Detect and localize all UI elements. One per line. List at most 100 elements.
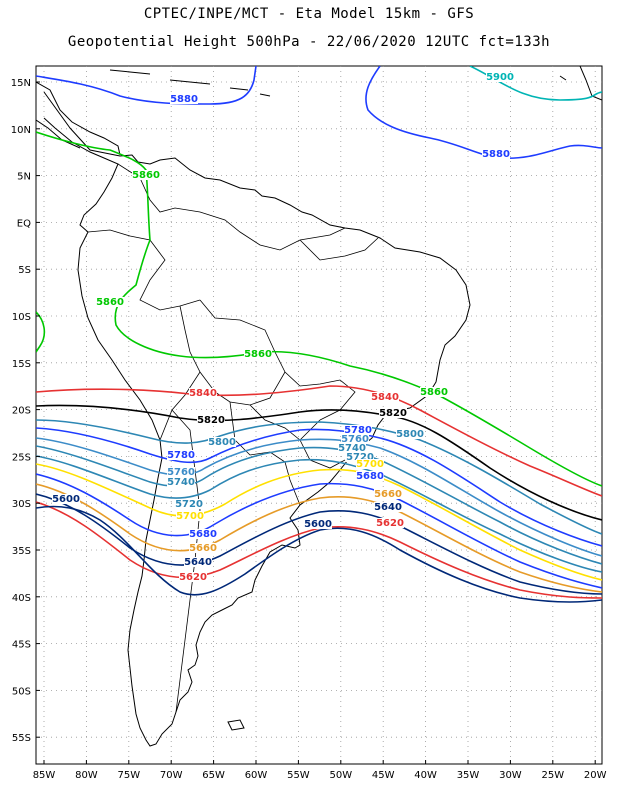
lat-label: 5N (17, 172, 31, 183)
contour-label-5820: 5820 (379, 408, 407, 419)
contour-label-5780: 5780 (167, 450, 195, 461)
contour-label-5600: 5600 (304, 519, 332, 530)
contour-label-bg (52, 494, 80, 504)
lon-label: 45W (372, 770, 395, 781)
contour-label-5900: 5900 (486, 72, 514, 83)
lon-label: 75W (117, 770, 140, 781)
contour-label-bg (346, 452, 374, 462)
contour-label-5720: 5720 (175, 499, 203, 510)
contour-label-bg (244, 349, 272, 359)
lat-label: 55S (12, 733, 31, 744)
contour-label-bg (189, 543, 217, 553)
contour-label-5600: 5600 (52, 494, 80, 505)
contour-label-bg (338, 443, 366, 453)
central-america-coastline (36, 81, 121, 156)
contour-5760 (36, 437, 602, 557)
lon-label: 60W (245, 770, 268, 781)
africa-coastline (579, 66, 602, 101)
lat-label: 30S (12, 499, 31, 510)
lon-label: 25W (541, 770, 564, 781)
lon-label: 30W (499, 770, 522, 781)
contour-label-5820: 5820 (197, 415, 225, 426)
map-title-line-2: Geopotential Height 500hPa - 22/06/2020 … (67, 34, 551, 50)
contour-label-5620: 5620 (179, 572, 207, 583)
contour-label-bg (170, 94, 198, 104)
contour-label-5700: 5700 (356, 459, 384, 470)
lat-label: 45S (12, 640, 31, 651)
contour-label-bg (167, 467, 195, 477)
contour-label-5840: 5840 (189, 388, 217, 399)
contour-label-5880: 5880 (482, 149, 510, 160)
contour-label-bg (167, 450, 195, 460)
lat-label: EQ (17, 218, 31, 229)
contour-label-5840: 5840 (371, 392, 399, 403)
falkland-islands (227, 719, 245, 731)
contour-label-5620: 5620 (376, 518, 404, 529)
contour-label-bg (208, 437, 236, 447)
lat-label: 20S (12, 406, 31, 417)
contour-label-bg (304, 519, 332, 529)
contour-label-5680: 5680 (189, 529, 217, 540)
contour-label-5720: 5720 (346, 452, 374, 463)
contour-label-bg (379, 408, 407, 418)
contour-5840 (36, 385, 602, 497)
contour-label-bg (175, 499, 203, 509)
contour-label-5640: 5640 (374, 502, 402, 513)
contour-5860 (36, 131, 602, 487)
contour-label-bg (356, 459, 384, 469)
contour-5740 (36, 445, 602, 565)
map-title-line-1: CPTEC/INPE/MCT - Eta Model 15km - GFS (143, 6, 475, 22)
contour-label-5680: 5680 (356, 471, 384, 482)
contour-label-5780: 5780 (344, 425, 372, 436)
coastlines (36, 66, 602, 747)
contour-label-bg (420, 387, 448, 397)
contour-label-bg (356, 471, 384, 481)
contour-5880 (36, 66, 602, 160)
lon-label: 85W (33, 770, 56, 781)
contour-label-bg (176, 511, 204, 521)
contour-label-5740: 5740 (338, 443, 366, 454)
contour-label-bg (197, 415, 225, 425)
contour-label-bg (132, 170, 160, 180)
contour-label-5860: 5860 (132, 170, 160, 181)
lon-label: 20W (584, 770, 607, 781)
contour-label-bg (396, 429, 424, 439)
height-contours (36, 66, 602, 603)
lon-label: 80W (75, 770, 98, 781)
contour-label-5760: 5760 (167, 467, 195, 478)
lat-label: 10N (11, 125, 31, 136)
contour-label-bg (179, 572, 207, 582)
contour-5820 (36, 404, 602, 521)
lat-label: 15S (12, 359, 31, 370)
contour-label-5860: 5860 (420, 387, 448, 398)
lon-label: 35W (457, 770, 480, 781)
contour-5640 (36, 493, 602, 595)
lon-label: 40W (414, 770, 437, 781)
contour-label-5860: 5860 (244, 349, 272, 360)
contour-5720 (36, 455, 602, 573)
contour-label-bg (482, 149, 510, 159)
lat-label: 35S (12, 546, 31, 557)
contour-label-bg (189, 388, 217, 398)
contour-label-5800: 5800 (208, 437, 236, 448)
contour-labels: 5900 5880 5880 5860 5860 5860 5860 5840 5840 5820… (52, 72, 514, 583)
contour-label-5740: 5740 (167, 477, 195, 488)
contour-label-bg (374, 489, 402, 499)
contour-5600 (36, 505, 602, 603)
longitude-axis: 85W 80W 75W 70W 65W 60W 55W 50W 45W 40W 35W 30W 25W 2… (33, 760, 607, 781)
contour-label-5800: 5800 (396, 429, 424, 440)
contour-label-bg (344, 425, 372, 435)
lon-label: 55W (287, 770, 310, 781)
contour-5680 (36, 473, 602, 589)
contour-label-5640: 5640 (184, 557, 212, 568)
contour-label-bg (374, 502, 402, 512)
contour-label-bg (96, 297, 124, 307)
contour-label-5860: 5860 (96, 297, 124, 308)
lat-label: 50S (12, 686, 31, 697)
lon-label: 70W (160, 770, 183, 781)
lat-label: 15N (11, 78, 31, 89)
contour-label-bg (189, 529, 217, 539)
south-america-coastline (43, 91, 471, 747)
contour-label-5660: 5660 (374, 489, 402, 500)
lon-label: 50W (329, 770, 352, 781)
